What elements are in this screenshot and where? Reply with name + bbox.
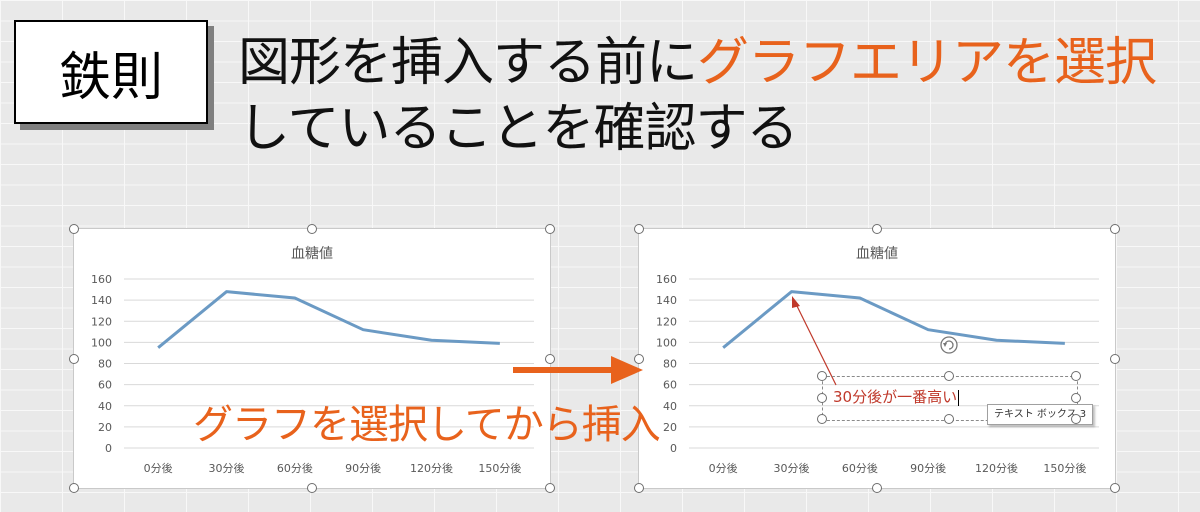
left-x-tick-label: 0分後 [144,461,173,475]
right-y-tick-label: 140 [656,294,677,307]
left-series-line [157,290,500,349]
chart-resize-handle[interactable] [307,483,317,493]
left-x-tick-label: 90分後 [345,461,381,475]
right-y-tick-label: 120 [656,315,677,328]
right-y-tick-label: 160 [656,273,677,286]
left-x-tick-label: 120分後 [410,461,453,475]
right-chart-title: 血糖値 [856,246,898,262]
left-y-tick-label: 20 [98,421,112,434]
right-y-tick-label: 60 [663,379,677,392]
headline: 図形を挿入する前にグラフエリアを選択 していることを確認する [238,30,1188,162]
annotation-text: 30分後が一番高い [833,388,958,406]
chart-resize-handle[interactable] [307,224,317,234]
right-x-tick-label: 0分後 [709,461,738,475]
textbox-resize-handle[interactable] [944,414,954,424]
right-y-tick-label: 40 [663,400,677,413]
left-x-tick-label: 150分後 [478,461,521,475]
left-y-tick-label: 100 [91,336,112,349]
shape-name-tooltip: テキスト ボックス 3 [987,404,1094,425]
rule-badge-label: 鉄則 [58,47,163,108]
left-y-tick-label: 0 [105,442,112,455]
text-caret [958,389,960,406]
chart-resize-handle[interactable] [634,353,644,364]
right-chart-svg: 血糖値 0 20 40 60 80 100 120 140 160 0分後 30分後 60分後 90分後 1… [656,246,1099,475]
right-x-tick-label: 60分後 [842,461,878,475]
chart-resize-handle[interactable] [1110,353,1120,364]
chart-resize-handle[interactable] [634,224,644,234]
chart-resize-handle[interactable] [1110,224,1120,234]
right-chart-area[interactable]: 血糖値 0 20 40 60 80 100 120 140 160 0分後 30分後 60分後 90分後 1… [634,224,1120,493]
right-y-tick-label: 80 [663,358,677,371]
chart-resize-handle[interactable] [872,483,882,493]
textbox-resize-handle[interactable] [817,392,827,403]
textbox-resize-handle[interactable] [1071,371,1081,381]
chart-resize-handle[interactable] [545,483,555,493]
right-x-tick-label: 120分後 [975,461,1018,475]
left-x-tick-label: 60分後 [277,461,313,475]
annotation-textbox-text[interactable]: 30分後が一番高い [833,386,960,407]
right-x-tick-label: 150分後 [1043,461,1086,475]
left-y-tick-label: 120 [91,315,112,328]
textbox-resize-handle[interactable] [817,371,827,381]
headline-accent: グラフエリアを選択 [697,33,1157,93]
chart-resize-handle[interactable] [545,353,555,364]
overlay-caption: グラフを選択してから挿入 [193,402,661,448]
chart-resize-handle[interactable] [69,224,79,234]
chart-resize-handle[interactable] [69,483,79,493]
right-x-tick-label: 30分後 [774,461,810,475]
annotation-arrow-line [795,303,837,386]
left-x-tick-label: 30分後 [209,461,245,475]
textbox-resize-handle[interactable] [817,414,827,424]
right-y-tick-label: 100 [656,336,677,349]
left-y-tick-label: 80 [98,358,112,371]
textbox-resize-handle[interactable] [944,371,954,381]
textbox-resize-handle[interactable] [1071,414,1081,424]
chart-resize-handle[interactable] [634,483,644,493]
right-y-tick-label: 20 [663,421,677,434]
chart-resize-handle[interactable] [545,224,555,234]
rotate-handle-icon[interactable] [938,334,962,356]
left-y-tick-label: 60 [98,379,112,392]
right-arrow-icon [513,356,643,384]
annotation-arrow-head-icon [792,296,800,308]
headline-part2: していることを確認する [238,99,798,159]
left-chart-title: 血糖値 [291,246,333,262]
left-y-tick-label: 40 [98,400,112,413]
right-y-tick-label: 0 [670,442,677,455]
chart-resize-handle[interactable] [1110,483,1120,493]
left-y-tick-label: 140 [91,294,112,307]
textbox-resize-handle[interactable] [1071,392,1081,403]
left-chart-area[interactable]: 血糖値 0 20 40 60 80 100 120 140 160 0分後 30分後 60分後 90分後 1… [69,224,555,493]
left-chart-svg: 血糖値 0 20 40 60 80 100 120 140 160 0分後 30分後 60分後 90分後 1… [91,246,534,475]
right-series-line [722,290,1065,349]
chart-resize-handle[interactable] [69,353,79,364]
rule-badge: 鉄則 [14,20,208,124]
left-y-tick-label: 160 [91,273,112,286]
headline-part1: 図形を挿入する前に [238,33,698,93]
chart-resize-handle[interactable] [872,224,882,234]
right-x-tick-label: 90分後 [910,461,946,475]
